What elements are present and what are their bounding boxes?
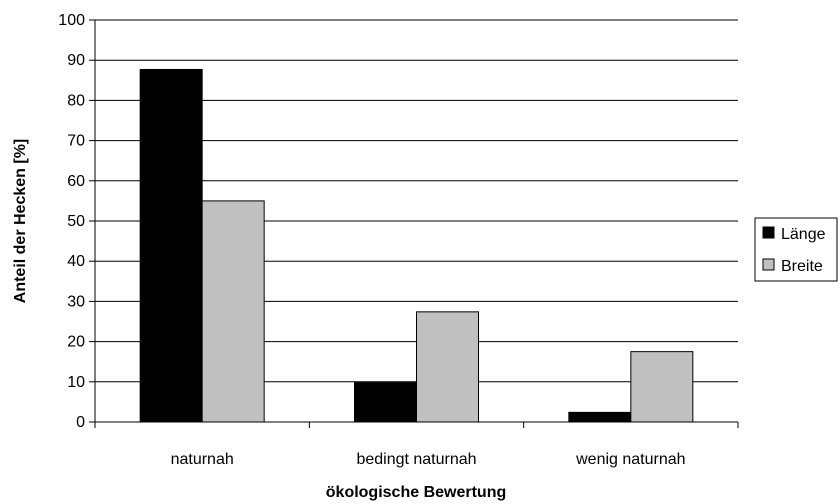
x-tick-label: bedingt naturnah	[356, 451, 476, 468]
legend-label-breite: Breite	[781, 258, 823, 275]
y-tick-label: 10	[67, 374, 85, 391]
x-axis-title: ökologische Bewertung	[326, 484, 506, 501]
y-tick-label: 60	[67, 173, 85, 190]
y-tick-label: 80	[67, 92, 85, 109]
y-tick-label: 70	[67, 133, 85, 150]
y-tick-label: 0	[76, 414, 85, 431]
x-tick-label: wenig naturnah	[575, 451, 685, 468]
bar-breite-1	[416, 311, 479, 423]
y-tick-label: 40	[67, 253, 85, 270]
y-tick-label: 30	[67, 293, 85, 310]
y-tick-label: 50	[67, 213, 85, 230]
y-tick-label: 90	[67, 52, 85, 69]
legend-swatch-laenge	[762, 226, 775, 239]
bars	[139, 68, 694, 423]
bar-laenge-1	[354, 382, 417, 423]
legend-swatch-breite	[762, 258, 775, 271]
bar-laenge-0	[139, 68, 203, 423]
y-axis-ticks: 0 10 20 30 40 50 60 70 80 90 100	[58, 12, 95, 431]
y-axis-title: Anteil der Hecken [%]	[12, 139, 29, 303]
legend-label-laenge: Länge	[781, 226, 826, 243]
bar-breite-0	[201, 200, 265, 423]
y-tick-label: 20	[67, 334, 85, 351]
x-tick-label: naturnah	[171, 451, 234, 468]
legend: Länge Breite	[754, 217, 838, 282]
bar-laenge-2	[568, 411, 632, 423]
bar-breite-2	[630, 351, 694, 423]
x-axis-ticks: naturnah bedingt naturnah wenig naturnah	[94, 422, 739, 468]
y-tick-label: 100	[58, 12, 85, 29]
